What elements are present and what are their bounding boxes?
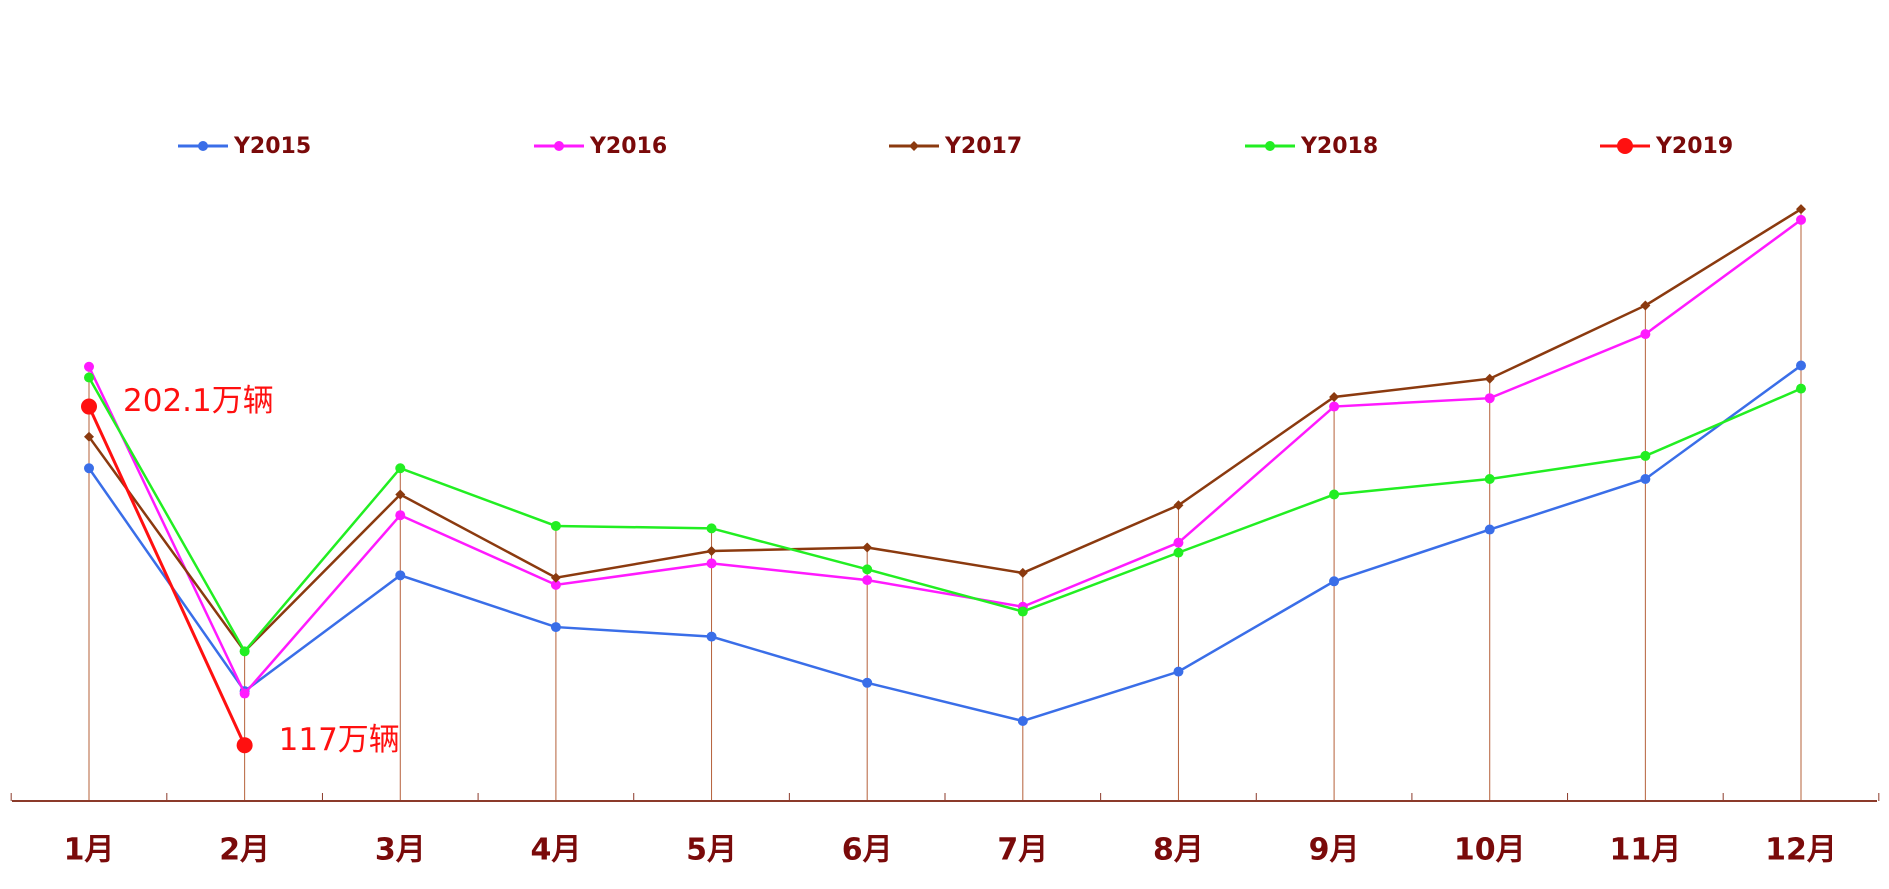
data-point (84, 361, 94, 372)
data-point (1796, 360, 1806, 371)
data-point (550, 622, 561, 633)
x-tick-label: 7月 (997, 833, 1048, 868)
data-point (1484, 524, 1495, 535)
data-point (1484, 473, 1495, 484)
data-point (395, 510, 406, 521)
data-point (706, 631, 717, 642)
data-point (395, 463, 406, 474)
x-tick-label: 5月 (686, 833, 737, 868)
data-point (1173, 537, 1184, 548)
data-point (1329, 392, 1340, 403)
legend-label: Y2016 (589, 134, 667, 159)
data-point (236, 737, 253, 754)
data-point (550, 579, 561, 590)
x-tick-label: 6月 (842, 833, 893, 868)
data-point (1796, 204, 1806, 215)
data-point (1173, 666, 1184, 677)
data-point (1173, 547, 1184, 558)
x-tick-label: 8月 (1153, 833, 1204, 868)
data-point (862, 542, 873, 553)
data-point (1640, 450, 1651, 461)
data-point (706, 558, 717, 569)
data-point (706, 523, 717, 534)
data-point (1017, 606, 1028, 617)
x-tick-label: 2月 (219, 833, 270, 868)
legend-label: Y2015 (233, 134, 311, 159)
data-point (1640, 473, 1651, 484)
data-point (395, 570, 406, 581)
x-tick-label: 1月 (64, 833, 115, 868)
data-point (1484, 373, 1495, 384)
data-label: 117万辆 (279, 722, 400, 758)
data-point (395, 489, 406, 500)
data-point (1640, 300, 1651, 311)
legend-label: Y2019 (1655, 134, 1733, 159)
data-point (239, 688, 250, 699)
data-point (239, 646, 250, 657)
data-point (862, 677, 873, 688)
data-point (84, 463, 94, 474)
data-point (81, 398, 97, 415)
legend-label: Y2017 (944, 134, 1022, 159)
data-point (550, 520, 561, 531)
data-point (1329, 576, 1340, 587)
x-tick-label: 9月 (1309, 833, 1360, 868)
series-line (87, 218, 1802, 696)
data-point (706, 546, 717, 557)
data-point (1796, 383, 1806, 394)
data-point (1329, 489, 1340, 500)
series-line (87, 405, 246, 746)
legend-marker (909, 141, 919, 151)
legend-marker (1265, 141, 1275, 151)
x-tick-label: 12月 (1765, 833, 1837, 868)
data-point (1173, 500, 1184, 511)
data-point (1017, 715, 1028, 726)
series-line (87, 208, 1802, 654)
data-point (1017, 567, 1028, 578)
legend-marker (554, 141, 564, 151)
data-point (1796, 214, 1806, 225)
x-tick-label: 4月 (530, 833, 581, 868)
series-line (87, 376, 1802, 654)
x-tick-label: 3月 (375, 833, 426, 868)
series-line (87, 364, 1802, 723)
legend-marker (1617, 138, 1633, 154)
legend-marker (198, 141, 208, 151)
data-point (862, 564, 873, 575)
data-point (1640, 329, 1651, 340)
data-point (1329, 401, 1340, 412)
x-tick-label: 10月 (1454, 833, 1526, 868)
data-label: 202.1万辆 (123, 383, 274, 419)
data-point (84, 372, 94, 383)
data-point (1484, 393, 1495, 404)
legend-label: Y2018 (1300, 134, 1378, 159)
data-point (84, 431, 94, 442)
data-point (550, 572, 561, 583)
x-tick-label: 11月 (1609, 833, 1681, 868)
data-point (862, 575, 873, 586)
